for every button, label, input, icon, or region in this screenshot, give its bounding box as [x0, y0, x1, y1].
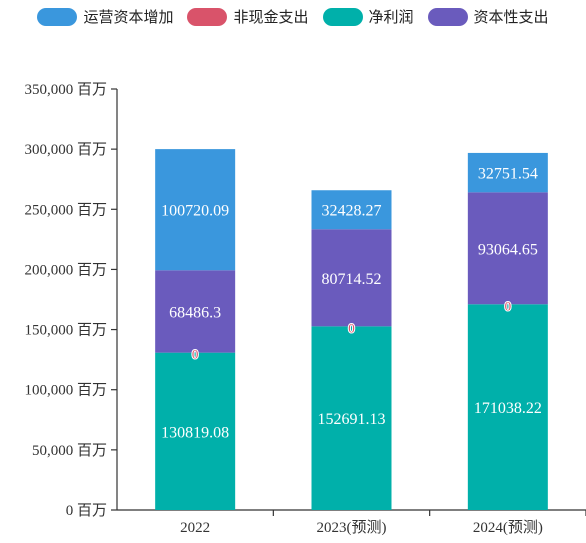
data-label: 152691.13 — [318, 411, 386, 428]
bar-segment[interactable] — [467, 192, 548, 305]
x-tick-label: 2023(预测) — [317, 519, 387, 536]
bar-segment[interactable] — [311, 229, 392, 327]
y-tick-label: 0 百万 — [66, 503, 107, 519]
data-label: 171038.22 — [474, 400, 542, 417]
bar-segment[interactable] — [467, 152, 548, 193]
x-tick-label: 2024(预测) — [473, 519, 543, 536]
legend-label: 非现金支出 — [233, 9, 309, 26]
legend-label: 资本性支出 — [473, 9, 549, 26]
y-tick-label: 150,000 百万 — [24, 323, 107, 339]
data-label: 32428.27 — [322, 203, 382, 220]
legend-swatch — [322, 7, 363, 26]
legend-label: 净利润 — [368, 9, 414, 26]
legend: 运营资本增加 非现金支出 净利润 资本性支出 — [0, 6, 586, 27]
y-tick-label: 200,000 百万 — [24, 262, 107, 278]
y-tick-label: 300,000 百万 — [24, 142, 107, 158]
data-label: 130819.08 — [161, 424, 229, 441]
y-tick-label: 50,000 百万 — [32, 443, 107, 459]
legend-label: 运营资本增加 — [83, 9, 174, 26]
y-tick-label: 350,000 百万 — [24, 82, 107, 98]
bar-segment[interactable] — [311, 326, 392, 510]
data-label: 0 — [505, 298, 512, 313]
bar-segment[interactable] — [155, 352, 236, 510]
y-tick-label: 250,000 百万 — [24, 202, 107, 218]
y-tick-label: 100,000 百万 — [24, 383, 107, 399]
data-label: 0 — [348, 320, 355, 335]
bar-segment[interactable] — [311, 190, 392, 230]
bar-segment[interactable] — [467, 304, 548, 510]
data-label: 32751.54 — [478, 166, 538, 183]
legend-item[interactable]: 资本性支出 — [427, 6, 549, 27]
legend-swatch — [37, 7, 78, 26]
legend-item[interactable]: 非现金支出 — [187, 6, 309, 27]
legend-swatch — [427, 7, 468, 26]
data-label: 80714.52 — [322, 271, 382, 288]
bar-segment[interactable] — [155, 149, 236, 271]
bar-segment[interactable] — [155, 270, 236, 353]
legend-item[interactable]: 净利润 — [322, 6, 414, 27]
data-label: 68486.3 — [169, 304, 221, 321]
legend-swatch — [187, 7, 228, 26]
x-tick-label: 2022 — [180, 520, 210, 536]
data-label: 93064.65 — [478, 241, 538, 258]
legend-item[interactable]: 运营资本增加 — [37, 6, 173, 27]
data-label: 0 — [192, 347, 199, 362]
data-label: 100720.09 — [161, 203, 229, 220]
